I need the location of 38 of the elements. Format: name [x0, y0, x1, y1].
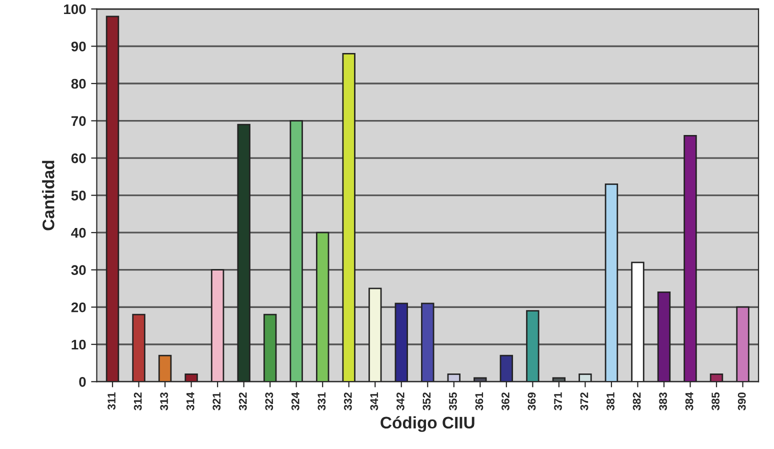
x-tick-label: 331 — [318, 392, 326, 410]
x-tick-label: 361 — [475, 392, 484, 410]
y-tick-label: 20 — [71, 302, 86, 312]
x-tick-label: 311 — [108, 392, 116, 410]
x-tick-label: 332 — [344, 392, 352, 410]
x-tick-label: 355 — [449, 392, 457, 410]
x-tick-label: 383 — [659, 392, 667, 410]
x-tick-label: 323 — [265, 392, 274, 410]
x-tick-label: 342 — [396, 392, 404, 410]
y-tick-label: 100 — [64, 4, 86, 14]
y-tick-label: 50 — [71, 190, 86, 200]
x-tick-label: 314 — [186, 392, 194, 410]
x-tick-label: 390 — [738, 392, 746, 410]
x-tick-label: 385 — [712, 392, 720, 410]
x-tick-label: 322 — [238, 392, 247, 410]
x-tick-label: 381 — [606, 392, 614, 410]
y-tick-label: 30 — [71, 265, 86, 276]
x-tick-label: 324 — [291, 392, 300, 410]
x-tick-label: 371 — [554, 392, 562, 410]
y-tick-label: 0 — [79, 376, 86, 387]
x-tick-label: 369 — [528, 392, 536, 410]
x-tick-label: 384 — [685, 392, 694, 410]
x-tick-label: 341 — [370, 392, 378, 410]
y-axis-title: Cantidad — [42, 160, 54, 230]
x-tick-label: 362 — [502, 392, 510, 410]
x-axis-title: Código CIIU — [380, 416, 474, 432]
x-tick-label: 313 — [160, 392, 168, 410]
y-tick-label: 80 — [71, 78, 86, 89]
y-tick-label: 70 — [71, 116, 86, 126]
y-tick-label: 40 — [71, 228, 86, 238]
x-tick-label: 382 — [632, 392, 641, 410]
y-tick-label: 10 — [72, 340, 86, 350]
y-tick-label: 90 — [71, 42, 86, 52]
y-tick-label: 60 — [71, 153, 86, 164]
x-tick-label: 352 — [422, 392, 431, 410]
x-tick-label: 312 — [134, 392, 142, 410]
x-tick-label: 321 — [212, 392, 221, 410]
x-tick-label: 372 — [580, 392, 588, 410]
